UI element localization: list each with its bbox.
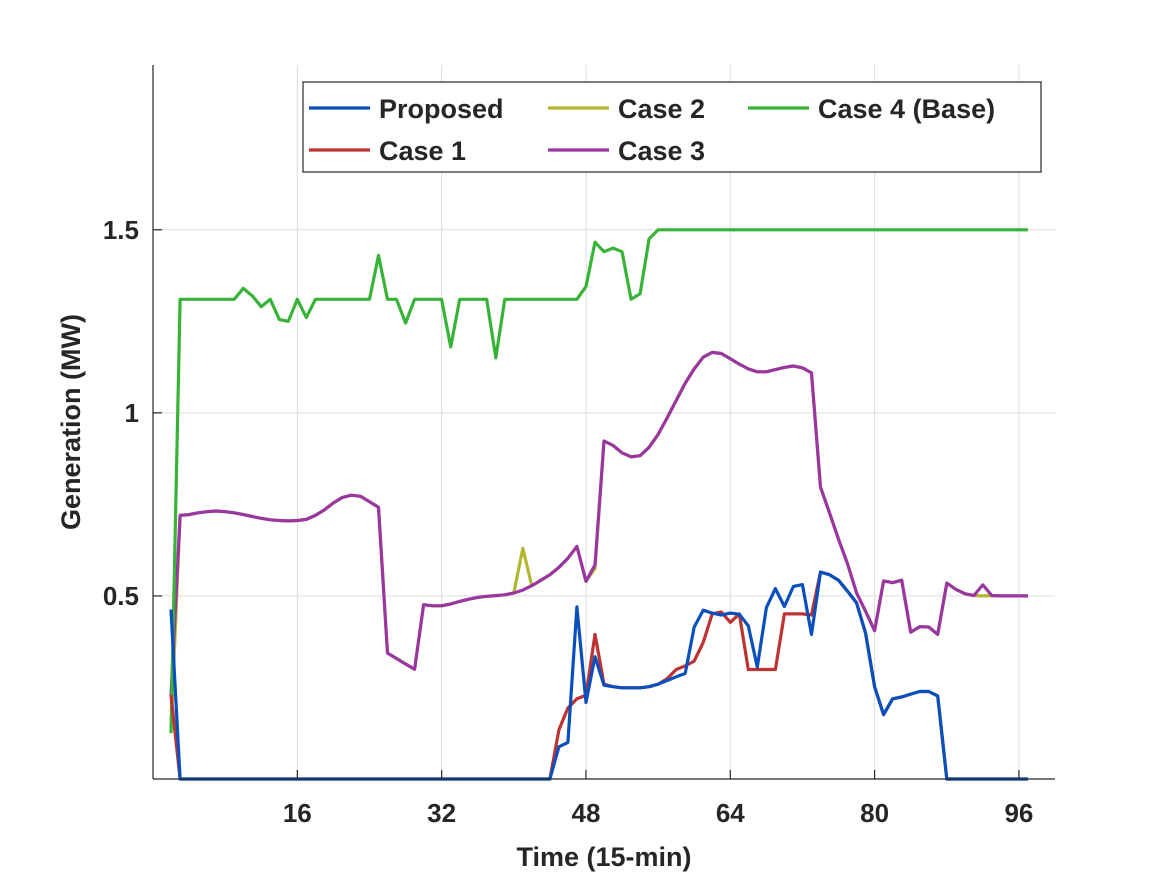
legend-label: Case 4 (Base)	[818, 94, 995, 124]
x-tick-label: 48	[571, 798, 600, 828]
legend-label: Proposed	[379, 94, 504, 124]
series-lines	[169, 228, 1028, 781]
y-axis-label: Generation (MW)	[56, 314, 86, 530]
legend-item: Case 4 (Base)	[748, 94, 995, 124]
x-tick-label: 16	[283, 798, 312, 828]
legend-label: Case 3	[618, 136, 705, 166]
x-tick-label: 80	[860, 798, 889, 828]
x-tick-label: 96	[1004, 798, 1033, 828]
legend-label: Case 1	[379, 136, 466, 166]
y-tick-label: 1	[125, 398, 139, 428]
legend-label: Case 2	[618, 94, 705, 124]
y-tick-label: 0.5	[103, 581, 139, 611]
legend-item: Case 1	[309, 136, 466, 166]
series-line-proposed	[169, 570, 1028, 781]
legend: Proposed Case 2 Case 4 (Base) Case 1 Case 3	[302, 81, 1042, 173]
legend-item: Case 2	[548, 94, 705, 124]
axes	[152, 65, 1055, 780]
x-axis-label: Time (15-min)	[516, 842, 691, 872]
y-tick-label: 1.5	[103, 215, 139, 245]
legend-box	[302, 81, 1042, 173]
series-line-case-3	[169, 350, 1028, 695]
series-line-case-4-base	[169, 228, 1028, 734]
x-tick-label: 64	[716, 798, 745, 828]
legend-item: Case 3	[548, 136, 705, 166]
tick-labels: 16 32 48 64 80 96 0.5 1 1.5	[103, 215, 1034, 828]
x-tick-label: 32	[427, 798, 456, 828]
legend-item: Proposed	[309, 94, 504, 124]
